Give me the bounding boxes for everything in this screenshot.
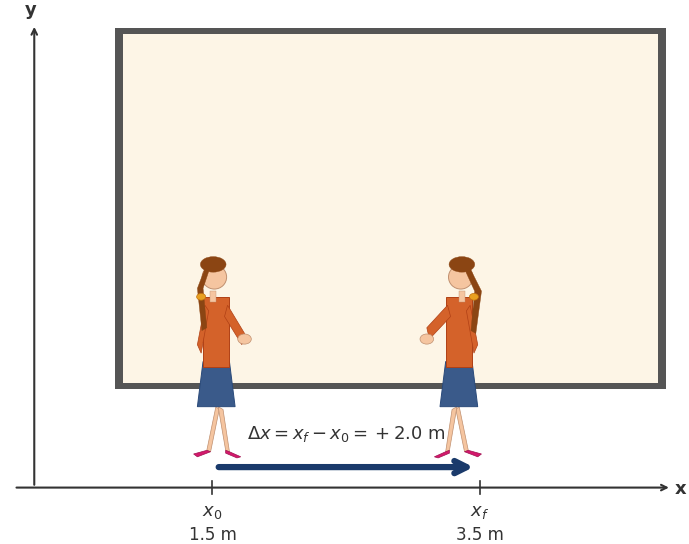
Polygon shape — [466, 305, 477, 353]
Circle shape — [420, 334, 433, 344]
Bar — [115, 28, 666, 389]
Polygon shape — [197, 305, 209, 353]
Text: x: x — [675, 480, 687, 498]
Polygon shape — [218, 407, 229, 452]
Text: 3.5 m: 3.5 m — [456, 526, 504, 544]
Polygon shape — [446, 297, 472, 367]
Polygon shape — [466, 269, 482, 333]
Polygon shape — [197, 269, 209, 331]
Bar — [123, 34, 658, 382]
Text: $x_f$: $x_f$ — [470, 503, 489, 521]
Bar — [210, 291, 216, 302]
Polygon shape — [197, 362, 235, 407]
Polygon shape — [194, 450, 211, 457]
Circle shape — [238, 334, 251, 344]
Ellipse shape — [200, 257, 226, 272]
Text: $x_0$: $x_0$ — [203, 503, 223, 521]
Ellipse shape — [449, 257, 475, 272]
Polygon shape — [426, 305, 451, 339]
Polygon shape — [446, 407, 457, 452]
Bar — [459, 291, 465, 302]
Polygon shape — [203, 297, 229, 367]
Text: y: y — [25, 1, 37, 19]
Ellipse shape — [449, 265, 473, 289]
Polygon shape — [464, 450, 482, 457]
Polygon shape — [434, 450, 449, 458]
Text: $\Delta x = x_f - x_0 = +2.0\ \mathrm{m}$: $\Delta x = x_f - x_0 = +2.0\ \mathrm{m}… — [247, 424, 445, 444]
Ellipse shape — [202, 265, 227, 289]
Text: 1.5 m: 1.5 m — [189, 526, 236, 544]
Polygon shape — [456, 407, 469, 452]
Polygon shape — [226, 450, 240, 458]
Circle shape — [469, 293, 478, 300]
Circle shape — [196, 293, 206, 300]
Polygon shape — [440, 362, 477, 407]
Polygon shape — [225, 305, 245, 345]
Polygon shape — [207, 407, 219, 452]
